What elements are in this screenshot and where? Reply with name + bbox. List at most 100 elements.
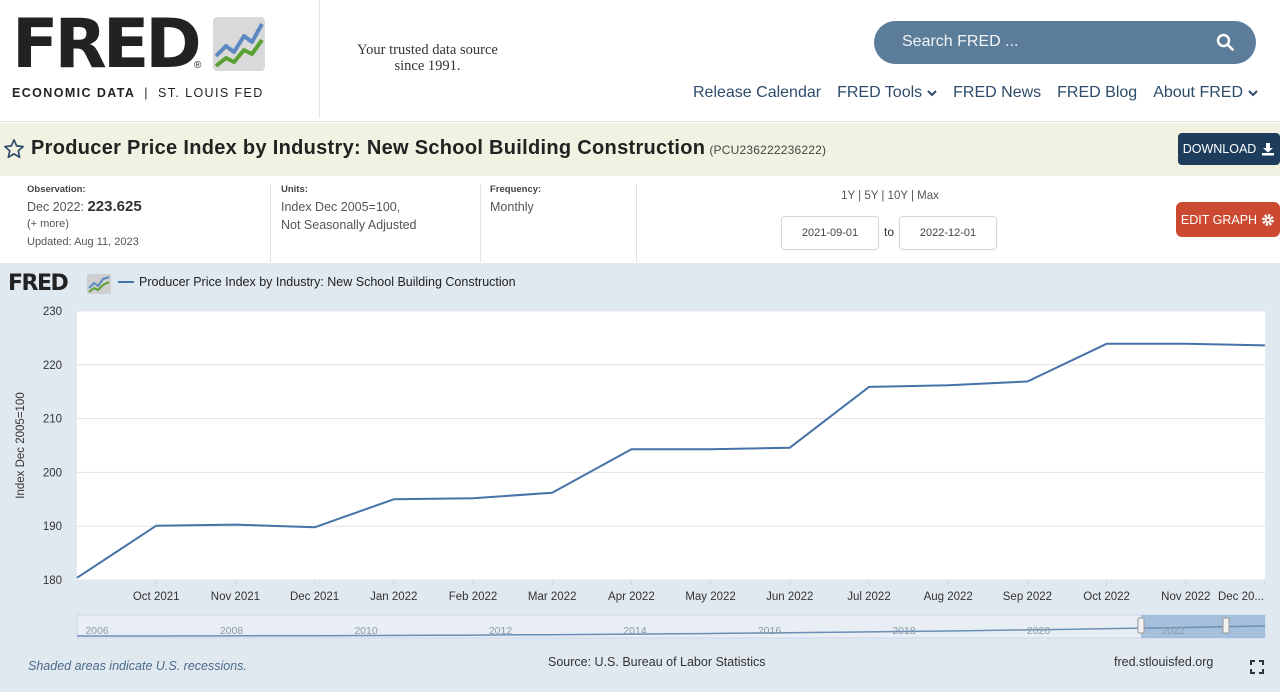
y-tick-label: 220	[43, 360, 62, 372]
download-button[interactable]: DOWNLOAD	[1178, 133, 1280, 165]
nav-release-calendar[interactable]: Release Calendar	[693, 84, 821, 102]
site-header: FRED ® ECONOMIC DATA | ST. LOUIS FED Your …	[0, 0, 1280, 122]
nav-label: FRED Blog	[1057, 84, 1138, 101]
navigator-tick-label: 2010	[354, 625, 378, 637]
x-tick-label: Jul 2022	[847, 591, 890, 603]
site-url[interactable]: fred.stlouisfed.org	[1114, 655, 1214, 669]
trusted-source-text: Your trusted data source since 1991.	[330, 42, 525, 74]
x-tick-label: May 2022	[685, 591, 736, 603]
start-date-input[interactable]	[781, 216, 879, 250]
navigator-handle[interactable]	[1137, 617, 1145, 634]
end-date-input[interactable]	[899, 216, 997, 250]
series-title: Producer Price Index by Industry: New Sc…	[31, 137, 826, 160]
range-shortcuts[interactable]: 1Y | 5Y | 10Y | Max	[841, 190, 939, 202]
nav-label: About FRED	[1153, 84, 1243, 101]
observation-block: Observation: Dec 2022: 223.625 (+ more) …	[27, 184, 142, 250]
navigator-tick-label: 2022	[1161, 625, 1185, 637]
meta-divider	[480, 184, 481, 262]
graph-logo-wordmark: FRED	[8, 271, 69, 296]
tagline-economic-data: ECONOMIC DATA	[12, 86, 136, 100]
tagline-separator: |	[144, 86, 149, 100]
meta-divider	[636, 184, 637, 262]
edit-graph-button[interactable]: EDIT GRAPH	[1176, 202, 1280, 237]
recession-note: Shaded areas indicate U.S. recessions.	[28, 659, 247, 673]
legend-swatch	[118, 281, 134, 283]
frequency-block: Frequency: Monthly	[490, 184, 541, 216]
units-block: Units: Index Dec 2005=100, Not Seasonall…	[281, 184, 417, 234]
date-range-to: to	[884, 225, 895, 239]
header-divider	[319, 0, 320, 118]
x-tick-label: Sep 2022	[1003, 591, 1052, 603]
graph-panel: 180 190 200 210 220 230 Oct 2021 Nov 2021 Dec 20…	[0, 263, 1280, 692]
x-tick-label: Jun 2022	[766, 591, 813, 603]
top-navigation: Release Calendar FRED Tools FRED News FR…	[677, 84, 1258, 102]
x-tick-label: Nov 2022	[1161, 591, 1210, 603]
observation-date: Dec 2022:	[27, 200, 84, 214]
star-icon[interactable]	[3, 138, 25, 160]
search-bar[interactable]	[874, 21, 1256, 64]
trusted-line-2: since 1991.	[394, 58, 461, 74]
gear-icon	[1262, 213, 1274, 226]
navigator-tick-label: 2016	[758, 625, 782, 637]
logo-registered-mark: ®	[194, 60, 202, 71]
y-axis-label: Index Dec 2005=100	[15, 392, 27, 498]
fred-logo[interactable]: FRED ® ECONOMIC DATA | ST. LOUIS FED	[12, 8, 312, 104]
navigator-tick-label: 2020	[1027, 625, 1051, 637]
nav-label: FRED Tools	[837, 84, 923, 101]
legend-label: Producer Price Index by Industry: New Sc…	[139, 275, 516, 289]
logo-tagline: ECONOMIC DATA | ST. LOUIS FED	[12, 86, 264, 100]
x-tick-label: Oct 2021	[133, 591, 180, 603]
tagline-st-louis-fed: ST. LOUIS FED	[157, 86, 264, 100]
frequency-label: Frequency:	[490, 184, 542, 195]
y-tick-label: 180	[43, 575, 62, 587]
nav-fred-news[interactable]: FRED News	[953, 84, 1041, 102]
more-observations-link[interactable]: (+ more)	[27, 218, 69, 230]
chevron-down-icon	[1248, 90, 1258, 97]
x-tick-label: Nov 2021	[211, 591, 260, 603]
units-line-1: Index Dec 2005=100,	[281, 200, 401, 214]
meta-divider	[270, 184, 271, 262]
y-tick-label: 210	[43, 414, 62, 426]
y-tick-label: 200	[43, 467, 62, 479]
series-metadata: Observation: Dec 2022: 223.625 (+ more) …	[0, 176, 1280, 263]
fullscreen-icon[interactable]	[1250, 660, 1264, 674]
x-tick-label: Jan 2022	[370, 591, 417, 603]
nav-label: FRED News	[953, 84, 1042, 101]
chart-legend: Producer Price Index by Industry: New Sc…	[118, 275, 516, 289]
download-icon	[1262, 143, 1275, 156]
nav-fred-tools[interactable]: FRED Tools	[837, 84, 937, 102]
y-tick-label: 190	[43, 521, 62, 533]
x-tick-label: Dec 2021	[290, 591, 339, 603]
navigator-tick-label: 2014	[623, 625, 647, 637]
line-chart-badge-icon	[87, 274, 111, 294]
observation-label: Observation:	[27, 184, 86, 195]
line-chart[interactable]: 180 190 200 210 220 230 Oct 2021 Nov 2021 Dec 20…	[0, 263, 1280, 692]
nav-fred-blog[interactable]: FRED Blog	[1057, 84, 1137, 102]
x-tick-label: Apr 2022	[608, 591, 655, 603]
navigator-handle[interactable]	[1222, 617, 1230, 634]
units-line-2: Not Seasonally Adjusted	[281, 218, 417, 232]
series-id: (PCU236222236222)	[709, 143, 827, 157]
series-title-text: Producer Price Index by Industry: New Sc…	[31, 137, 706, 159]
edit-graph-label: EDIT GRAPH	[1180, 212, 1258, 227]
y-tick-label: 230	[43, 306, 62, 318]
navigator-series-line	[77, 625, 1266, 637]
x-tick-label: Aug 2022	[924, 591, 973, 603]
updated-date: Updated: Aug 11, 2023	[27, 236, 139, 248]
navigator-tick-label: 2008	[220, 625, 244, 637]
series-title-bar: Producer Price Index by Industry: New Sc…	[0, 123, 1280, 176]
navigator-tick-label: 2012	[489, 625, 513, 637]
nav-label: Release Calendar	[693, 84, 822, 101]
observation-value: 223.625	[87, 198, 142, 215]
search-input[interactable]	[902, 31, 1202, 53]
series-line	[76, 342, 1266, 579]
search-icon[interactable]	[1216, 33, 1234, 51]
x-tick-label: Mar 2022	[528, 591, 577, 603]
source-note[interactable]: Source: U.S. Bureau of Labor Statistics	[548, 655, 766, 669]
chevron-down-icon	[927, 90, 937, 97]
frequency-value: Monthly	[490, 200, 534, 214]
nav-about-fred[interactable]: About FRED	[1153, 84, 1258, 102]
observation-value-line: Dec 2022: 223.625	[27, 198, 142, 216]
logo-wordmark: FRED	[12, 5, 202, 84]
download-label: DOWNLOAD	[1182, 142, 1257, 156]
